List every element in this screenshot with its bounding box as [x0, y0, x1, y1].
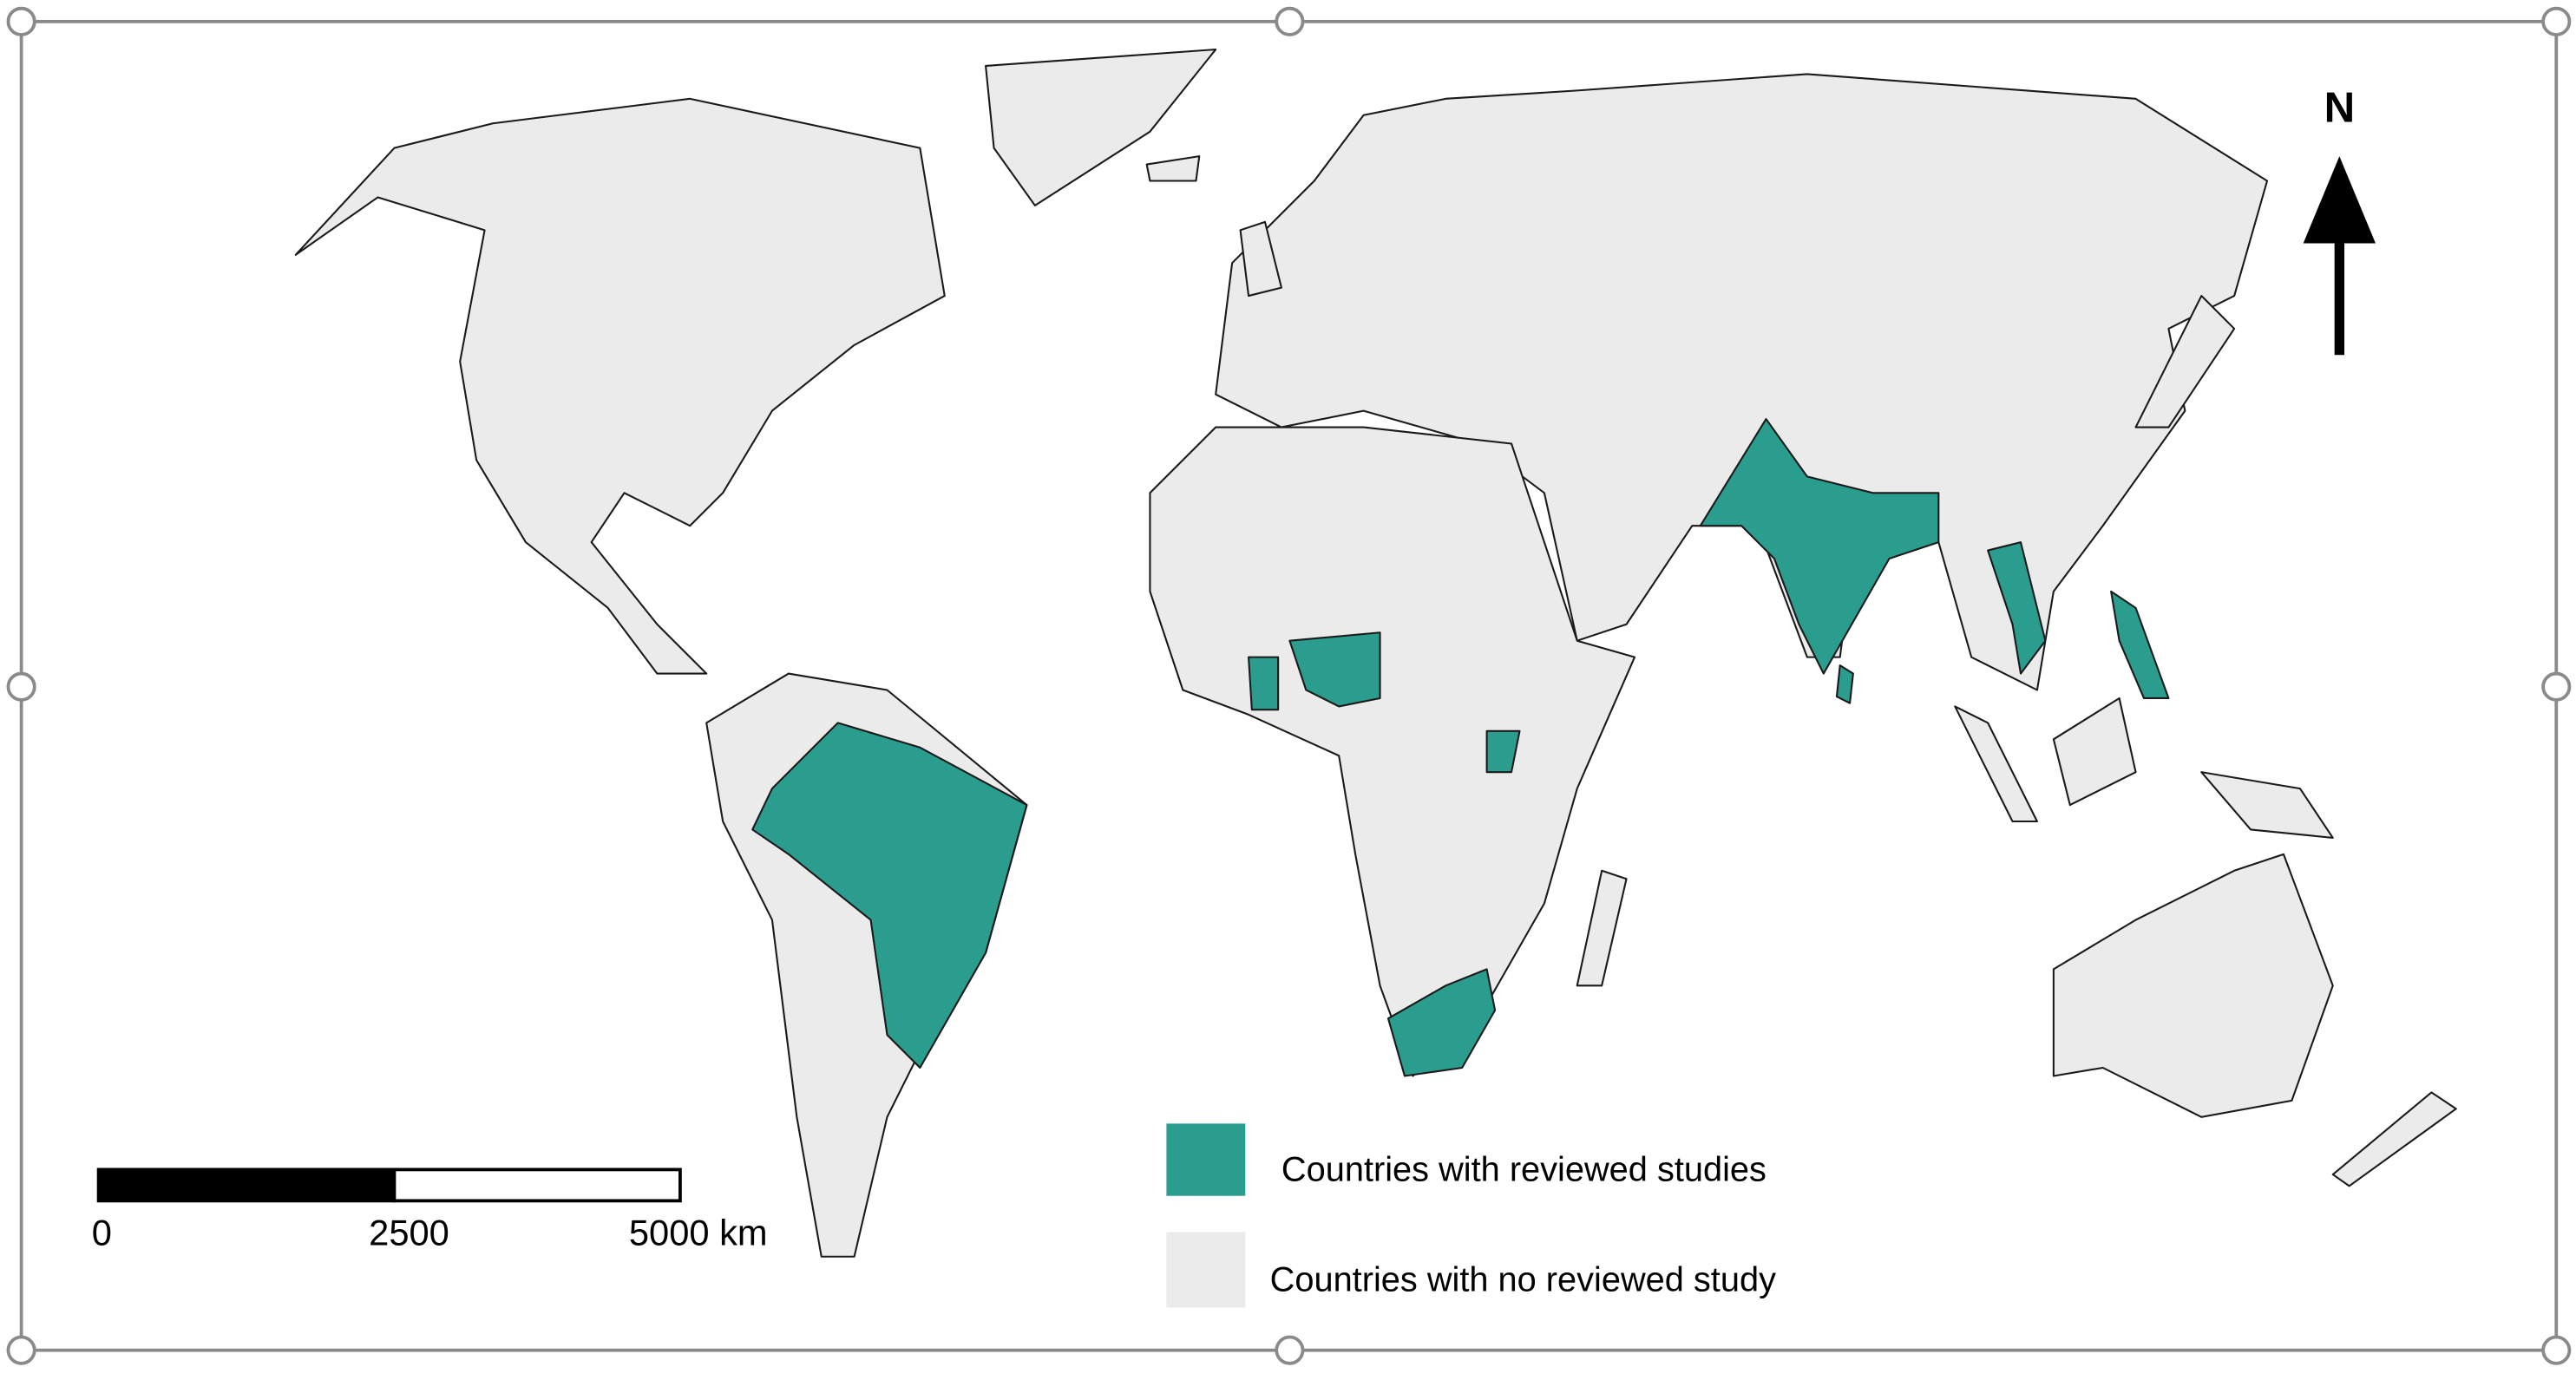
scale-segment	[96, 1167, 397, 1203]
nigeria	[1288, 631, 1381, 708]
eurasia	[1215, 73, 2269, 691]
resize-handle[interactable]	[6, 6, 36, 36]
uganda	[1485, 729, 1521, 774]
resize-handle[interactable]	[2541, 1335, 2572, 1365]
south-africa	[1386, 968, 1497, 1077]
north-arrow: N	[2303, 83, 2376, 356]
uk	[1239, 220, 1282, 298]
borneo	[2052, 697, 2137, 807]
philippines	[2110, 590, 2170, 700]
resize-handle[interactable]	[1275, 6, 1305, 36]
scale-label: 2500	[369, 1213, 449, 1253]
resize-handle[interactable]	[6, 1335, 36, 1365]
sumatra	[1954, 705, 2038, 823]
resize-handle[interactable]	[1275, 1335, 1305, 1365]
madagascar	[1576, 869, 1628, 987]
scale-label: 5000 km	[629, 1213, 768, 1253]
land	[294, 48, 2457, 1258]
legend-label: Countries with no reviewed study	[1270, 1261, 1776, 1299]
north-label: N	[2324, 83, 2356, 131]
arrow-head	[2303, 156, 2376, 244]
brazil	[751, 722, 1028, 1069]
scale-label: 0	[92, 1213, 112, 1253]
ghana	[1248, 656, 1280, 711]
new-guinea	[2200, 771, 2334, 839]
legend-swatch	[1166, 1123, 1246, 1196]
new-zealand	[2331, 1091, 2457, 1187]
north-america	[294, 97, 946, 675]
resize-handle[interactable]	[2541, 671, 2572, 702]
legend: Countries with reviewed studies Countrie…	[1166, 1123, 1776, 1308]
resize-handle[interactable]	[6, 671, 36, 702]
selection-frame	[6, 6, 2572, 1365]
japan	[2134, 295, 2236, 428]
australia	[2052, 853, 2334, 1118]
legend-label: Countries with reviewed studies	[1281, 1151, 1766, 1189]
india-region	[1699, 418, 1940, 675]
no-study-countries	[294, 48, 2457, 1258]
scale-bar: 0 2500 5000 km	[92, 1167, 768, 1253]
scale-segment	[392, 1167, 682, 1203]
greenland	[985, 48, 1217, 206]
vietnam	[1987, 541, 2047, 675]
legend-swatch	[1166, 1232, 1246, 1308]
resize-handle[interactable]	[2541, 6, 2572, 36]
arrow-shaft	[2334, 239, 2345, 356]
sri-lanka	[1835, 664, 1854, 704]
iceland	[1145, 155, 1201, 182]
study-countries	[751, 418, 2170, 1077]
